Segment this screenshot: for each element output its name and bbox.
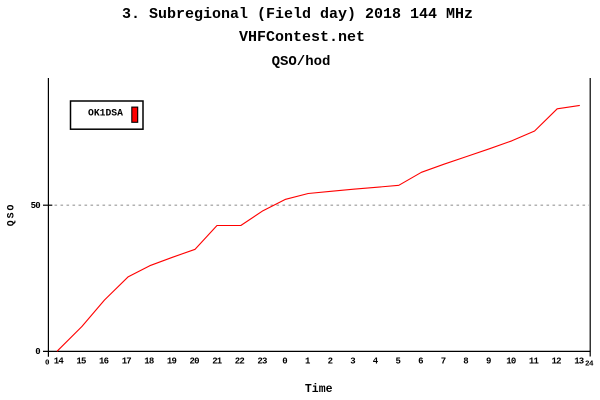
svg-text:QSO/hod: QSO/hod [272, 54, 331, 70]
svg-text:11: 11 [529, 356, 540, 366]
svg-text:5: 5 [395, 356, 400, 366]
svg-text:9: 9 [486, 356, 491, 366]
svg-text:14: 14 [54, 356, 65, 366]
svg-text:7: 7 [441, 356, 446, 366]
svg-text:50: 50 [31, 201, 41, 211]
svg-text:17: 17 [122, 356, 132, 366]
svg-text:0: 0 [35, 347, 40, 357]
svg-text:16: 16 [99, 356, 109, 366]
svg-text:20: 20 [189, 356, 199, 366]
svg-text:19: 19 [167, 356, 177, 366]
svg-text:10: 10 [506, 356, 516, 366]
svg-text:15: 15 [76, 356, 86, 366]
svg-text:4: 4 [373, 356, 379, 366]
svg-text:13: 13 [574, 356, 584, 366]
svg-text:12: 12 [551, 356, 561, 366]
svg-text:8: 8 [463, 356, 468, 366]
svg-text:0: 0 [45, 360, 50, 368]
svg-text:22: 22 [235, 356, 245, 366]
svg-text:21: 21 [212, 356, 223, 366]
svg-text:6: 6 [418, 356, 423, 366]
svg-text:0: 0 [282, 356, 287, 366]
svg-text:3: 3 [350, 356, 355, 366]
svg-text:2: 2 [328, 356, 333, 366]
svg-text:24: 24 [585, 360, 594, 368]
svg-text:OK1DSA: OK1DSA [88, 108, 123, 119]
svg-text:1: 1 [305, 356, 311, 366]
svg-text:18: 18 [144, 356, 154, 366]
svg-text:Time: Time [305, 383, 333, 396]
svg-text:23: 23 [257, 356, 267, 366]
svg-text:3. Subregional (Field day) 201: 3. Subregional (Field day) 2018 144 MHz [122, 6, 473, 23]
svg-text:QSO: QSO [6, 203, 17, 227]
svg-text:VHFContest.net: VHFContest.net [239, 29, 365, 46]
